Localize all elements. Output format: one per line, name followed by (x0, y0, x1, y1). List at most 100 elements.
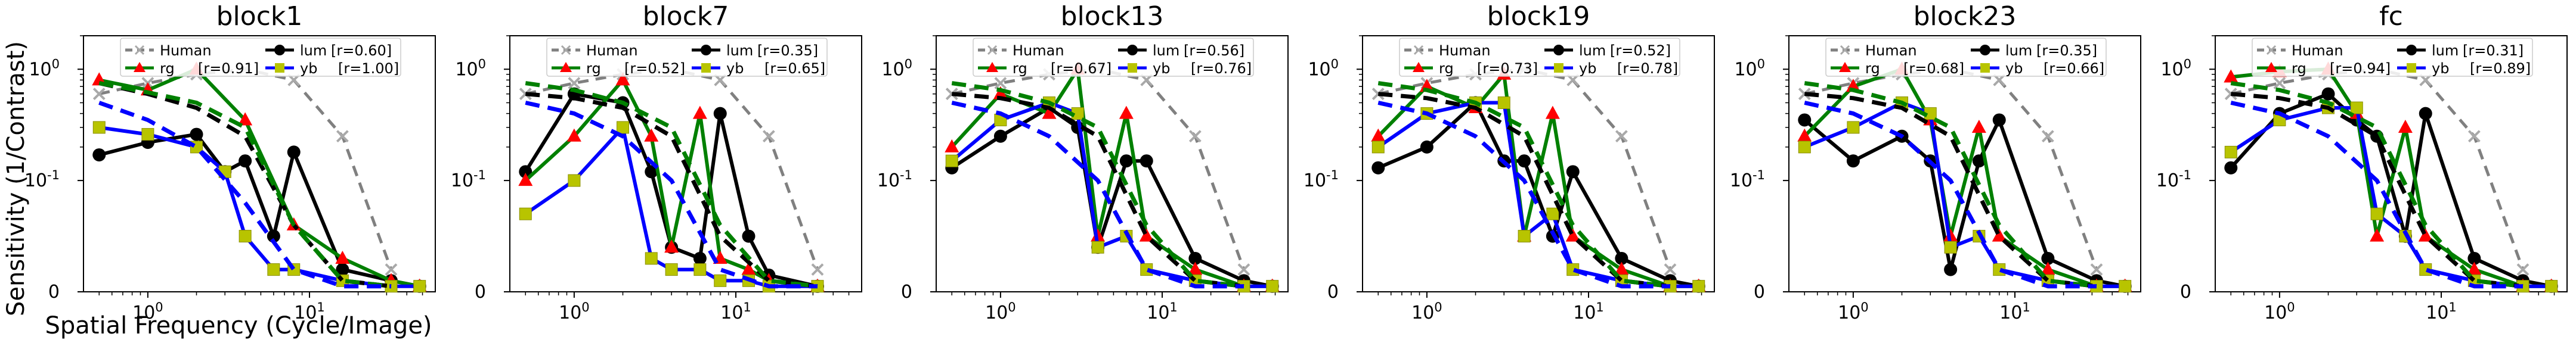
y-tick-label-2-2: 100 (881, 57, 912, 80)
data-point-5-2-0 (2224, 69, 2238, 83)
x-tick-label-1-1: 101 (720, 300, 751, 323)
data-point-0-1-2 (190, 127, 203, 141)
data-point-2-3-4 (1091, 241, 1104, 254)
legend-label-0-1: lum (300, 42, 327, 59)
data-point-4-1-7 (2041, 251, 2055, 265)
series-line-2-2 (950, 67, 1272, 288)
data-point-2-3-9 (1266, 280, 1279, 293)
data-point-5-2-7 (2467, 261, 2482, 275)
legend-label-3-2: rg (1439, 60, 1454, 77)
data-point-3-2-0 (1371, 128, 1386, 142)
data-point-1-0-1 (568, 77, 581, 90)
data-point-5-1-0 (2224, 161, 2238, 174)
data-point-2-0-0 (945, 88, 958, 101)
legend-label-0-0: Human (160, 42, 212, 59)
legend-marker-4-3 (1980, 63, 1990, 73)
data-point-1-3-5 (693, 263, 707, 276)
data-point-5-2-4 (2370, 228, 2385, 242)
series-line-5-4 (2230, 92, 2524, 289)
x-tick-label-2-0: 100 (985, 300, 1016, 323)
legend-label-2-2: rg (1013, 60, 1027, 77)
series-line-1-3 (524, 126, 818, 288)
legend-label-3-1: lum (1579, 42, 1606, 59)
y-tick-label-1-0: 0 (475, 282, 486, 303)
series-line-0-5 (98, 81, 392, 289)
data-point-0-2-3 (238, 112, 253, 126)
series-line-4-1 (1803, 118, 2126, 288)
data-point-2-0-6 (1237, 263, 1250, 276)
plot-frame-3 (1362, 35, 1715, 292)
data-point-0-1-7 (336, 263, 349, 276)
legend-label-4-3: yb (2005, 60, 2023, 77)
plot-frame-4 (1788, 35, 2141, 292)
legend-corr-5-2: [r=0.94] (2330, 60, 2391, 77)
legend-corr-0-2: [r=0.91] (198, 60, 259, 77)
legend-corr-4-2: [r=0.68] (1903, 60, 1964, 77)
data-point-3-0-6 (1664, 263, 1677, 276)
legend-corr-0-1: [r=0.60] (331, 42, 392, 59)
series-line-2-6 (951, 101, 1244, 289)
legend-marker-3-1 (1553, 45, 1564, 55)
panel-title-4: block23 (1914, 1, 2017, 32)
y-tick-label-4-2: 100 (1734, 57, 1765, 80)
data-point-3-3-9 (1692, 280, 1705, 293)
legend-marker-5-2 (2265, 62, 2277, 72)
legend-corr-1-1: [r=0.35] (757, 42, 818, 59)
data-point-4-1-4 (1944, 263, 1958, 276)
data-point-2-2-1 (993, 86, 1008, 99)
legend-label-2-1: lum (1153, 42, 1179, 59)
legend-corr-3-3: [r=0.78] (1617, 60, 1678, 77)
data-point-1-2-0 (518, 173, 533, 186)
data-point-2-0-5 (1188, 130, 1202, 143)
data-point-2-2-2 (1042, 105, 1057, 119)
data-point-1-0-5 (762, 130, 775, 143)
data-point-5-0-1 (2273, 77, 2286, 90)
data-point-0-1-5 (267, 229, 280, 243)
series-line-3-6 (1377, 101, 1670, 289)
data-point-4-3-4 (1944, 241, 1957, 254)
legend-marker-0-3 (275, 63, 284, 73)
data-point-3-1-6 (1566, 165, 1580, 179)
legend-corr-3-2: [r=0.73] (1477, 60, 1538, 77)
data-point-2-2-5 (1119, 105, 1134, 119)
x-tick-label-0-0: 100 (132, 300, 163, 323)
legend-marker-1-2 (560, 62, 572, 72)
x-tick-label-1-0: 100 (559, 300, 590, 323)
legend-marker-2-0 (987, 45, 998, 55)
legend-marker-5-0 (2266, 45, 2277, 55)
data-point-1-3-6 (714, 274, 727, 287)
data-point-1-3-4 (665, 263, 678, 276)
data-point-2-1-6 (1140, 154, 1153, 168)
data-point-0-3-4 (239, 230, 252, 243)
legend-corr-4-3: [r=0.66] (2044, 60, 2104, 77)
y-tick-label-1-1: 10-1 (451, 168, 486, 191)
data-point-4-0-5 (2041, 130, 2054, 143)
y-tick-label-2-1: 10-1 (877, 168, 912, 191)
data-point-2-1-5 (1119, 154, 1133, 168)
data-point-3-1-4 (1518, 154, 1531, 168)
series-line-0-6 (98, 101, 391, 289)
legend-marker-1-3 (701, 63, 711, 73)
data-point-3-2-5 (1545, 105, 1560, 119)
x-tick-label-2-1: 101 (1147, 300, 1178, 323)
series-line-1-1 (524, 92, 818, 288)
y-tick-label-2-0: 0 (901, 282, 912, 303)
y-tick-label-4-1: 10-1 (1730, 168, 1765, 191)
data-point-4-2-6 (1992, 228, 2007, 242)
legend-marker-3-3 (1554, 63, 1563, 73)
data-point-4-2-0 (1797, 128, 1812, 142)
y-tick-label-5-0: 0 (2180, 282, 2191, 303)
legend-corr-1-3: [r=0.65] (764, 60, 825, 77)
data-point-1-2-7 (741, 261, 756, 275)
legend-box-3 (1399, 38, 1680, 77)
legend-box-2 (973, 38, 1254, 77)
legend-marker-3-0 (1413, 45, 1424, 55)
legend-marker-5-1 (2406, 45, 2417, 55)
legend-marker-3-2 (1413, 62, 1425, 72)
series-line-4-3 (1804, 101, 2125, 288)
legend-label-1-0: Human (586, 42, 638, 59)
legend-marker-2-3 (1128, 63, 1137, 73)
data-point-5-2-5 (2398, 119, 2413, 133)
legend-corr-5-3: [r=0.89] (2470, 60, 2531, 77)
data-point-3-1-7 (1615, 251, 1628, 265)
